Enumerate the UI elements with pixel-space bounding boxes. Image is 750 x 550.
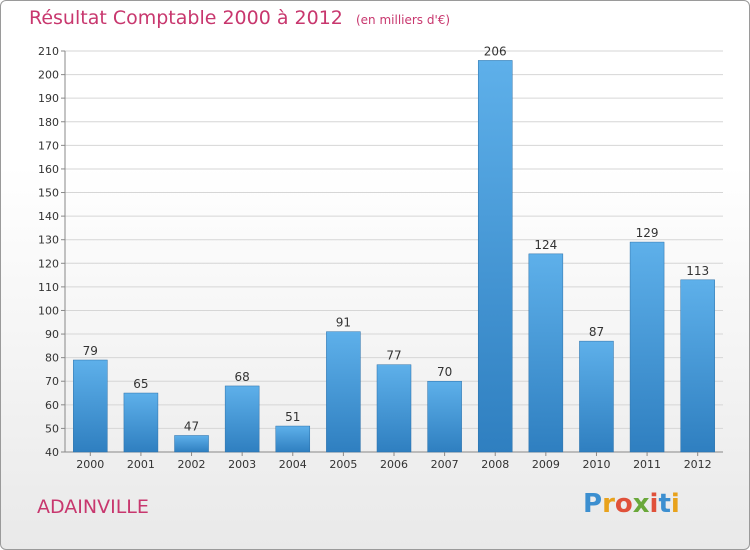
bar	[629, 241, 665, 453]
y-tick-label: 200	[38, 69, 59, 82]
bar-value-label: 129	[636, 226, 659, 240]
bar-value-label: 87	[589, 325, 604, 339]
logo-letter: x	[632, 489, 650, 519]
bar	[427, 380, 462, 453]
y-tick-label: 50	[45, 422, 59, 435]
y-tick-label: 140	[38, 210, 59, 223]
y-tick-label: 160	[38, 163, 59, 176]
bar	[224, 385, 260, 453]
y-tick-label: 150	[38, 187, 59, 200]
x-tick-label: 2002	[178, 458, 206, 471]
proxiti-logo: Proxiti	[583, 489, 680, 519]
y-tick-label: 130	[38, 234, 59, 247]
y-tick-label: 170	[38, 139, 59, 152]
y-tick-label: 180	[38, 116, 59, 129]
y-tick-label: 80	[45, 352, 59, 365]
bar	[579, 340, 614, 453]
bar	[477, 60, 513, 453]
bar-value-label: 68	[235, 370, 250, 384]
y-tick-label: 70	[45, 375, 59, 388]
x-tick-label: 2003	[228, 458, 256, 471]
x-tick-label: 2000	[76, 458, 104, 471]
bar	[275, 425, 311, 453]
bar-value-label: 79	[83, 344, 98, 358]
logo-letter: t	[658, 489, 671, 519]
bar	[528, 253, 564, 453]
x-tick-label: 2011	[633, 458, 661, 471]
bar-value-label: 65	[133, 377, 148, 391]
bar-value-label: 124	[534, 238, 557, 252]
x-tick-label: 2006	[380, 458, 408, 471]
x-tick-label: 2009	[532, 458, 560, 471]
y-tick-label: 110	[38, 281, 59, 294]
bar	[326, 331, 361, 453]
x-tick-label: 2007	[431, 458, 459, 471]
bar	[376, 364, 412, 453]
bar	[73, 359, 108, 453]
y-tick-label: 90	[45, 328, 59, 341]
x-tick-label: 2005	[329, 458, 357, 471]
y-tick-label: 190	[38, 92, 59, 105]
commune-name: ADAINVILLE	[37, 496, 149, 518]
bar	[680, 279, 715, 453]
bar-value-label: 91	[336, 316, 351, 330]
y-tick-label: 40	[45, 446, 59, 459]
bar-value-label: 113	[686, 264, 709, 278]
x-tick-label: 2010	[582, 458, 610, 471]
chart-subtitle: (en milliers d'€)	[355, 13, 451, 27]
y-tick-label: 210	[38, 45, 59, 58]
bar-value-label: 77	[386, 349, 401, 363]
chart-title-block: Résultat Comptable 2000 à 2012 (en milli…	[29, 7, 450, 29]
bar-value-label: 206	[484, 44, 507, 58]
y-tick-label: 60	[45, 399, 59, 412]
y-tick-label: 120	[38, 257, 59, 270]
logo-letter: P	[583, 489, 603, 519]
x-tick-label: 2012	[684, 458, 712, 471]
logo-letter: r	[602, 489, 615, 519]
logo-letter: o	[614, 489, 633, 519]
y-tick-label: 100	[38, 304, 59, 317]
chart-title: Résultat Comptable 2000 à 2012	[29, 7, 343, 29]
logo-letter: i	[649, 489, 659, 519]
x-tick-label: 2001	[127, 458, 155, 471]
bar	[174, 435, 209, 453]
bar-value-label: 47	[184, 419, 199, 433]
logo-letter: i	[670, 489, 680, 519]
bar-value-label: 70	[437, 365, 452, 379]
bar-value-label: 51	[285, 410, 300, 424]
bar	[123, 392, 159, 453]
x-tick-label: 2004	[279, 458, 307, 471]
x-tick-label: 2008	[481, 458, 509, 471]
